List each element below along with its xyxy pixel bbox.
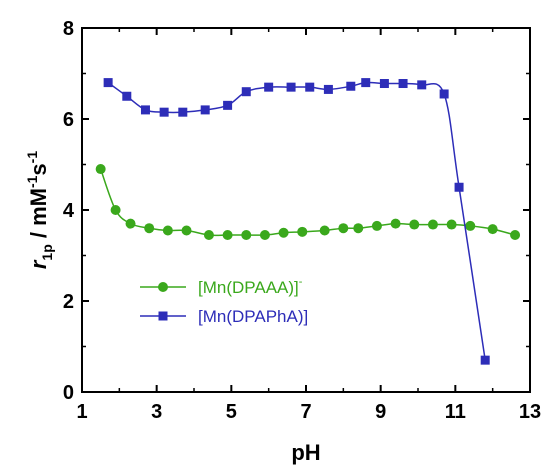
x-tick-label: 1 [76,401,87,423]
y-tick-label: 8 [63,18,74,40]
data-point [203,230,214,241]
x-tick-label: 13 [519,401,541,423]
data-point [178,107,188,117]
y-label-sub: 1p [39,244,55,260]
data-point [361,78,371,88]
y-tick-label: 0 [63,382,74,404]
y-tick-label: 2 [63,291,74,313]
x-tick-label: 3 [151,401,162,423]
data-point [417,80,427,90]
data-point [278,227,289,238]
series-layer [95,78,521,365]
legend-label-series-1: [Mn(DPAAA)]- [198,276,303,297]
data-point [103,78,113,88]
x-tick-label: 9 [375,401,386,423]
data-point [446,219,457,230]
data-point [241,87,251,97]
y-label-main: r [26,259,51,269]
legend-marker-series-2 [158,311,168,321]
data-point [140,105,150,115]
y-label-unit: / mM [26,188,51,244]
y-label-sup1: -1 [24,175,40,188]
data-point [297,226,308,237]
data-point [95,164,106,175]
data-point [259,230,270,241]
y-tick-label: 6 [63,109,74,131]
y-axis-label: r1p / mM-1s-1 [24,151,55,270]
data-point [346,81,356,91]
data-point [323,84,333,94]
data-point [286,82,296,92]
data-point [409,219,420,230]
legend-name-series-1: [Mn(DPAAA)] [198,278,299,297]
data-point [223,100,233,110]
data-point [480,355,490,365]
data-point [125,218,136,229]
data-point [222,230,233,241]
legend-marker-series-1 [158,282,168,292]
data-point [162,225,173,236]
data-point [439,89,449,99]
data-point [465,220,476,231]
x-tick-label: 7 [300,401,311,423]
data-point [398,79,408,89]
data-point [371,220,382,231]
legend-sup-series-1: - [299,276,303,288]
data-point [264,82,274,92]
data-point [181,225,192,236]
data-point [454,182,464,192]
data-point [305,82,315,92]
data-point [144,223,155,234]
y-tick-label: 4 [63,200,75,222]
x-tick-label: 11 [445,401,466,423]
data-point [159,107,169,117]
data-point [110,205,121,215]
data-point [390,218,401,229]
x-tick-label: 5 [226,401,237,423]
data-point [338,223,349,234]
data-point [200,105,210,115]
data-point [319,225,330,236]
data-point [122,91,132,101]
legend-label-series-2: [Mn(DPAPhA)] [198,307,308,326]
x-axis-label: pH [291,440,320,465]
legend-name-series-2: [Mn(DPAPhA)] [198,307,308,326]
data-point [487,224,498,235]
legend: [Mn(DPAAA)]- [Mn(DPAPhA)] [140,276,308,326]
data-point [427,219,438,230]
data-point [510,230,521,241]
data-point [379,79,389,89]
y-label-mid: s [26,163,51,175]
data-point [241,230,252,241]
y-label-sup2: -1 [24,151,40,164]
data-point [353,223,364,234]
